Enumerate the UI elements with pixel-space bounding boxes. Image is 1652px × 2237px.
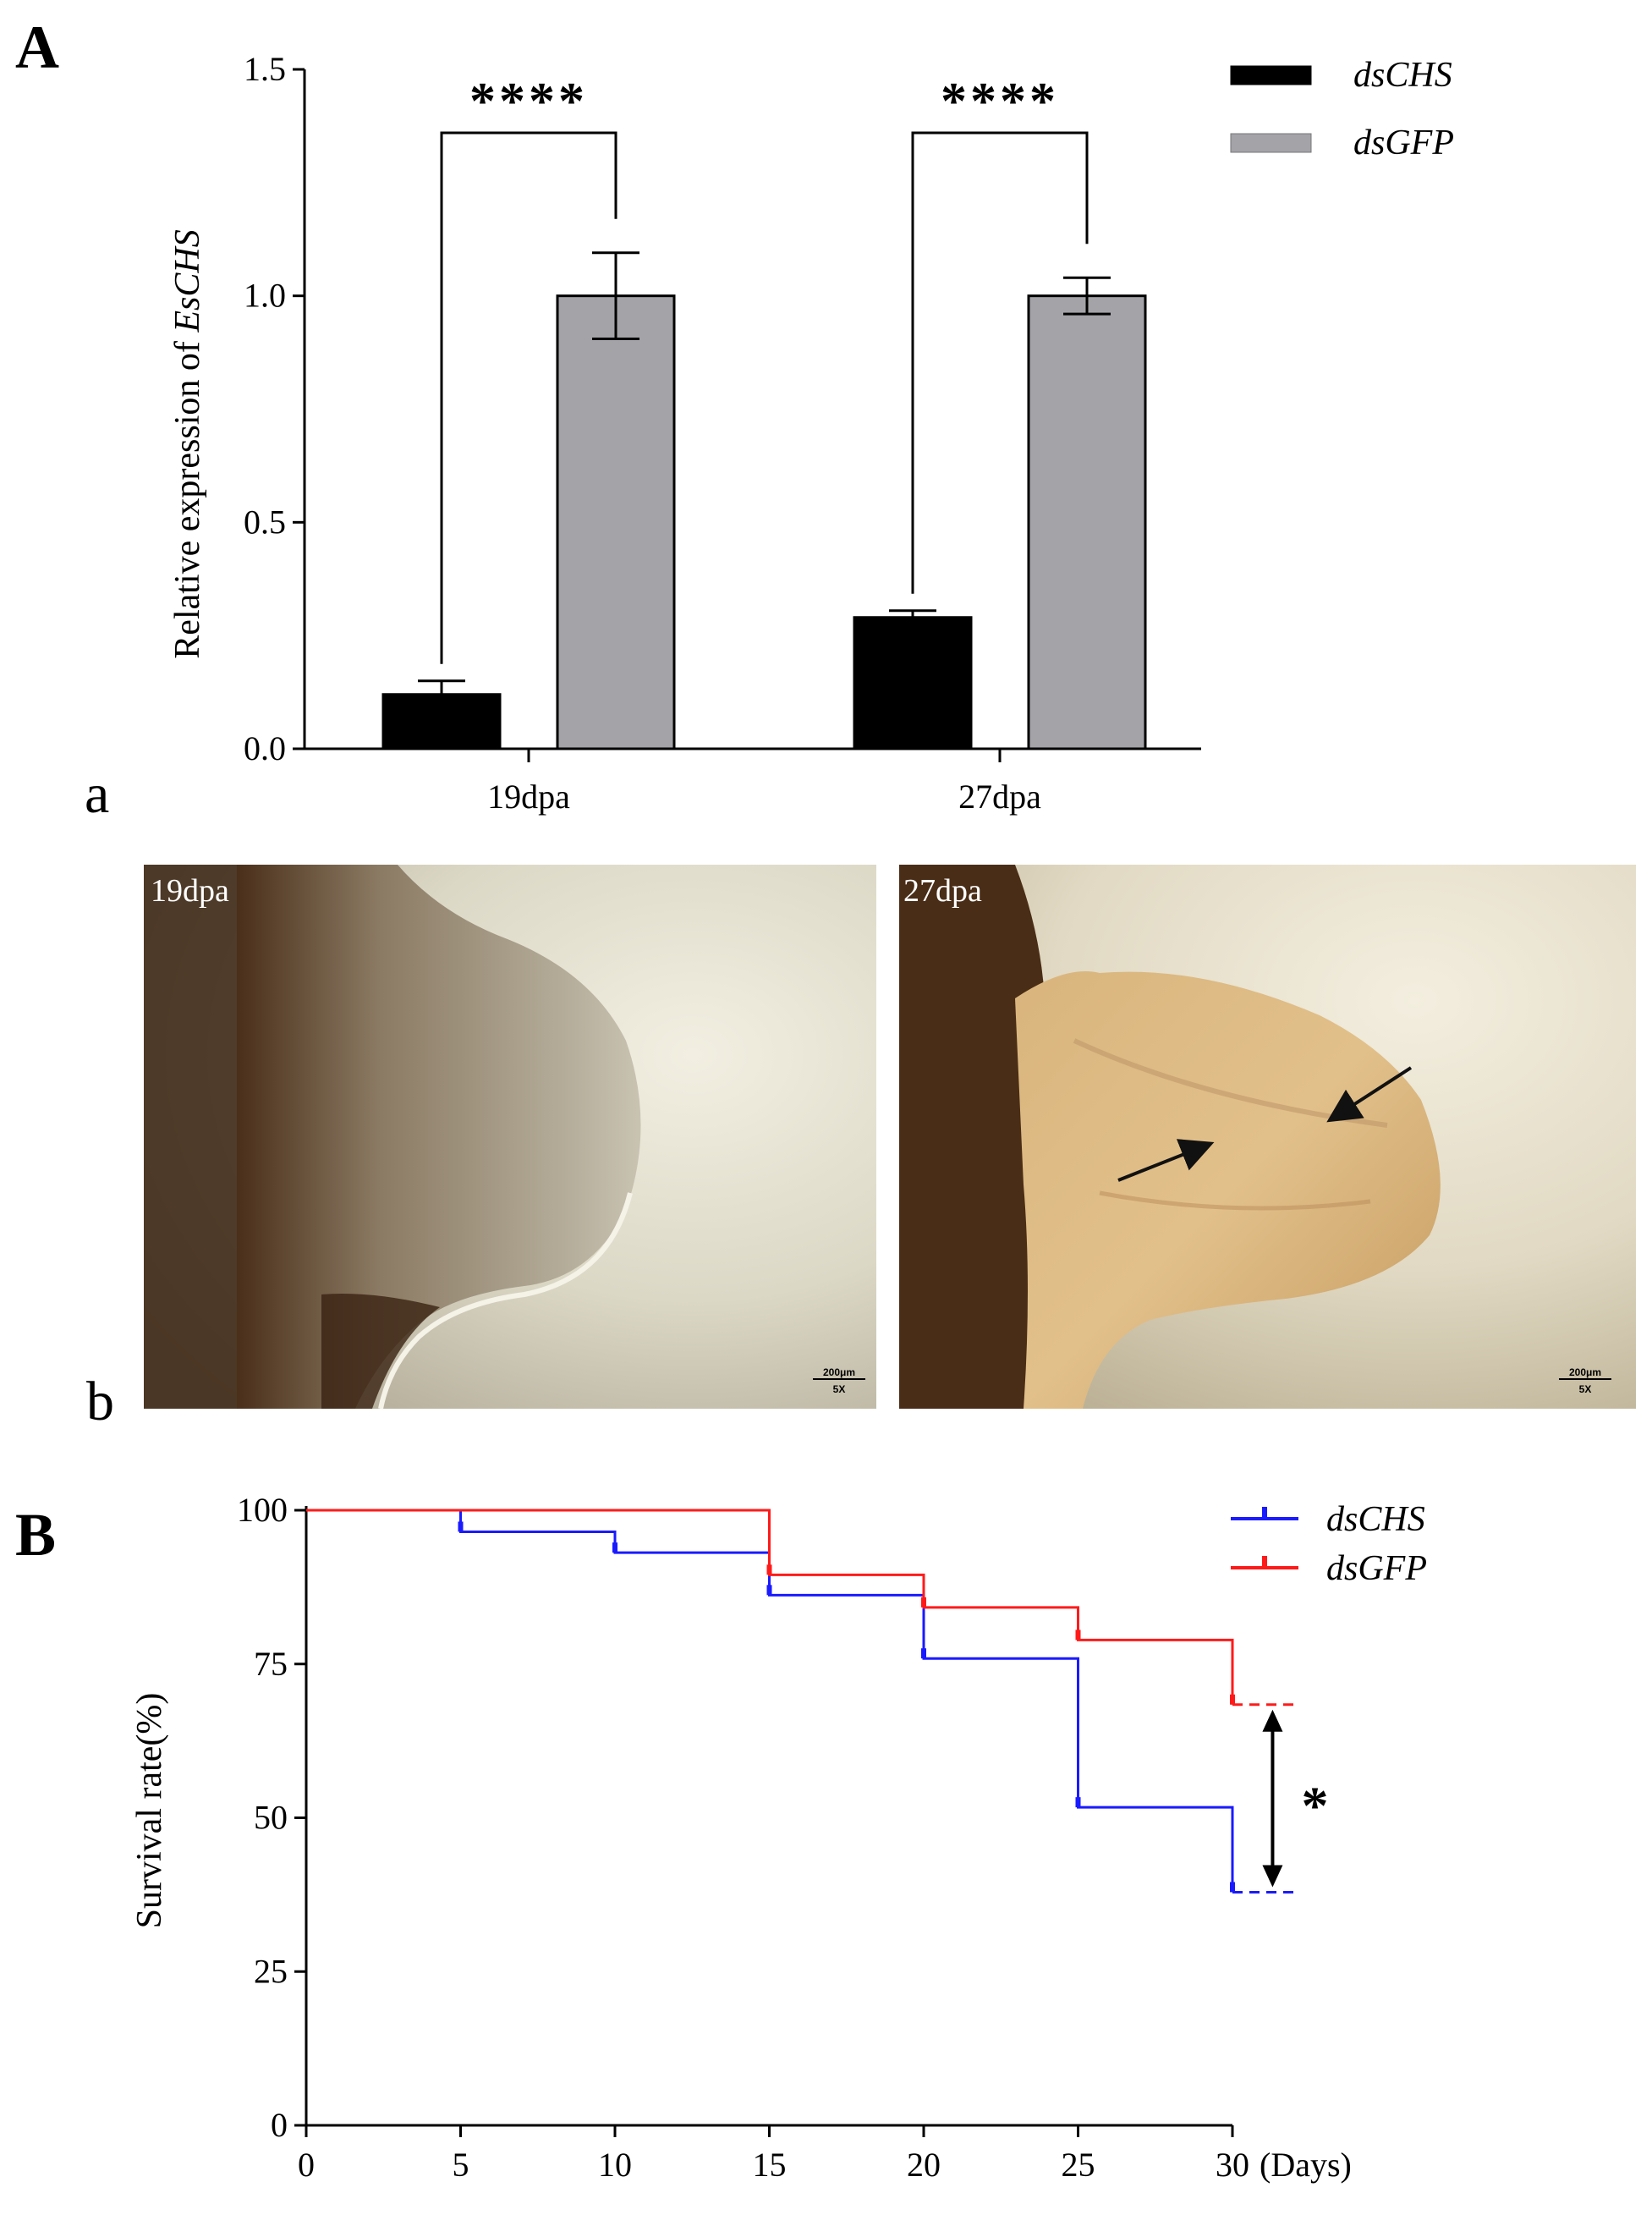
y-tick-label: 25 [254, 1952, 288, 1990]
x-tick-label: 0 [298, 2146, 315, 2184]
x-tick-label: 19dpa [487, 778, 570, 816]
comparison-arrowhead-down [1262, 1865, 1283, 1888]
appendage-tissue [237, 865, 641, 1409]
legend-label-dsCHS: dsCHS [1353, 56, 1452, 95]
micrograph-27dpa: 27dpa 200μm 5X [899, 865, 1636, 1409]
dark-tissue-edge [144, 865, 245, 1409]
significance-star: * [1301, 1776, 1328, 1836]
bar-marks: **** **** [381, 73, 1147, 750]
survival-legend: dsCHS dsGFP [1231, 1500, 1427, 1588]
bar-dsGFP-19dpa [556, 294, 676, 750]
x-tick-label: 5 [453, 2146, 469, 2184]
micrograph-label: 19dpa [151, 873, 229, 909]
bar-y-axis-label: Relative expression of EsCHS [168, 229, 207, 658]
bar-axes: 0.0 0.5 1.0 1.5 19dpa 27dpa [244, 50, 1201, 816]
x-tick-label: 30 [1216, 2146, 1249, 2184]
legend-label-dsGFP: dsGFP [1353, 124, 1454, 162]
micrograph-19dpa: 19dpa 200μm 5X [144, 865, 876, 1410]
appendage-tissue [1015, 971, 1441, 1409]
arrow-indicator [1326, 1066, 1413, 1123]
dark-tissue-edge [899, 865, 1045, 1409]
survival-axes: 0 25 50 75 100 0 5 10 15 20 25 30 (Days) [237, 1491, 1352, 2184]
legend-label-dsCHS: dsCHS [1326, 1500, 1425, 1539]
y-tick-label: 1.0 [244, 277, 286, 315]
micrograph-label: 27dpa [903, 873, 982, 909]
x-tick-label: 27dpa [958, 778, 1041, 816]
panel-letter-a: a [85, 763, 109, 825]
bar-dsGFP-27dpa [1027, 294, 1147, 750]
y-tick-label: 0.0 [244, 729, 286, 767]
y-tick-label: 0.5 [244, 503, 286, 541]
comparison-arrowhead-up [1262, 1709, 1283, 1732]
scale-bar-label: 200μm [823, 1366, 855, 1378]
survival-line-chart: Survival rate(%) 0 25 50 75 100 0 5 10 15 20 25 30 (… [130, 1491, 1427, 2184]
panel-letter-A: A [15, 14, 59, 81]
y-label-gene: EsCHS [168, 229, 207, 333]
scale-bar-label: 200μm [1569, 1366, 1601, 1378]
survival-marks: * [306, 1509, 1328, 1893]
bar-dsCHS-27dpa [853, 616, 973, 750]
dark-base-tissue [321, 1294, 440, 1409]
bar-legend: dsCHS dsGFP [1230, 56, 1454, 162]
arrow-indicator [1117, 1139, 1215, 1182]
panel-letter-B: B [15, 1501, 56, 1569]
x-tick-label: 20 [907, 2146, 941, 2184]
y-tick-label: 50 [254, 1799, 288, 1837]
bright-rim [378, 1192, 633, 1410]
significance-stars: **** [941, 73, 1059, 130]
panel-letter-b: b [86, 1371, 114, 1432]
tissue-ridge [1099, 1190, 1371, 1211]
x-tick-label: 25 [1062, 2146, 1095, 2184]
x-tick-label: 10 [598, 2146, 632, 2184]
significance-bracket [911, 131, 1089, 594]
y-tick-label: 0 [271, 2106, 288, 2144]
legend-swatch-dsCHS [1230, 65, 1312, 85]
y-label-prefix: Relative expression of [168, 333, 207, 659]
magnification-label: 5X [833, 1383, 846, 1395]
significance-stars: **** [469, 73, 588, 130]
x-axis-unit: (Days) [1260, 2146, 1352, 2184]
magnification-label: 5X [1579, 1383, 1592, 1395]
y-tick-label: 100 [237, 1491, 288, 1529]
survival-curve-dsGFP [306, 1509, 1234, 1705]
y-tick-label: 1.5 [244, 50, 286, 88]
expression-bar-chart: Relative expression of EsCHS 0.0 0.5 1.0 1.… [168, 50, 1454, 816]
legend-swatch-dsGFP [1230, 133, 1312, 153]
legend-label-dsGFP: dsGFP [1326, 1549, 1427, 1588]
y-tick-label: 75 [254, 1645, 288, 1683]
significance-bracket [440, 131, 617, 664]
survival-y-axis-label: Survival rate(%) [130, 1693, 169, 1929]
x-tick-label: 15 [753, 2146, 787, 2184]
